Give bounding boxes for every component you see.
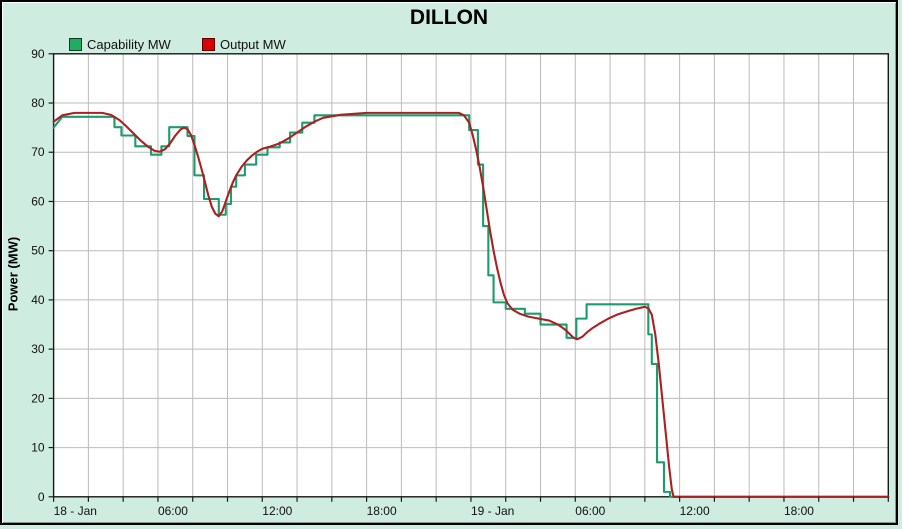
svg-text:20: 20 xyxy=(31,391,45,405)
svg-text:18:00: 18:00 xyxy=(784,504,814,518)
svg-text:06:00: 06:00 xyxy=(575,504,605,518)
svg-text:80: 80 xyxy=(31,96,45,110)
svg-text:50: 50 xyxy=(31,244,45,258)
svg-text:12:00: 12:00 xyxy=(680,504,710,518)
svg-text:12:00: 12:00 xyxy=(262,504,292,518)
svg-text:06:00: 06:00 xyxy=(158,504,188,518)
svg-text:18 - Jan: 18 - Jan xyxy=(54,504,97,518)
svg-text:40: 40 xyxy=(31,293,45,307)
svg-text:60: 60 xyxy=(31,194,45,208)
svg-text:90: 90 xyxy=(31,47,45,61)
svg-text:19 - Jan: 19 - Jan xyxy=(471,504,514,518)
svg-text:10: 10 xyxy=(31,441,45,455)
svg-text:70: 70 xyxy=(31,145,45,159)
svg-text:30: 30 xyxy=(31,342,45,356)
svg-text:0: 0 xyxy=(38,490,45,504)
svg-text:18:00: 18:00 xyxy=(367,504,397,518)
